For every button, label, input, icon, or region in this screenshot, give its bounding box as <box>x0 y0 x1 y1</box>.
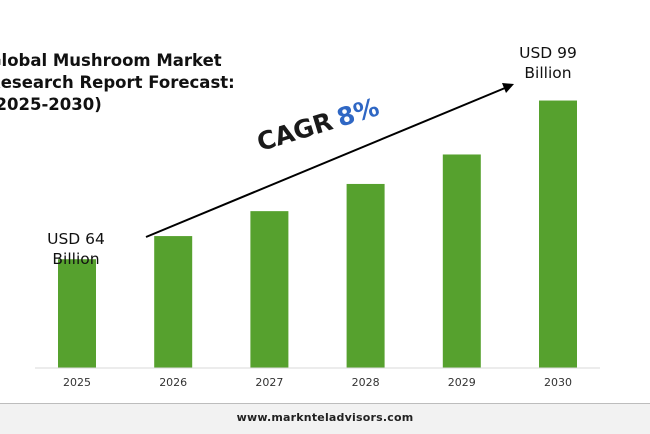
bar-2030 <box>539 100 577 369</box>
footer-website[interactable]: www.marknteladvisors.com <box>236 411 414 424</box>
bar-2029 <box>442 154 481 368</box>
footer-bar: www.marknteladvisors.com <box>0 403 650 434</box>
end-value-line-1: USD 99 <box>519 44 577 62</box>
bar-2025 <box>58 259 96 368</box>
x-tick-label-2026: 2026 <box>159 376 187 389</box>
start-value-line-2: Billion <box>52 250 100 268</box>
growth-arrow-head <box>502 83 514 93</box>
end-value-line-2: Billion <box>524 64 572 82</box>
growth-arrow <box>145 83 514 238</box>
bar-2027 <box>250 211 289 368</box>
growth-arrow-shaft <box>145 87 506 238</box>
end-value-label: USD 99 Billion <box>508 43 588 83</box>
x-tick-label-2030: 2030 <box>544 376 572 389</box>
title-line-2: Research Report Forecast: <box>0 73 235 92</box>
x-tick-label-2027: 2027 <box>255 376 283 389</box>
x-tick-label-2029: 2029 <box>448 376 476 389</box>
start-value-line-1: USD 64 <box>47 230 105 248</box>
bar-2028 <box>346 183 385 368</box>
x-tick-labels: 2025 2026 2027 2028 2029 2030 <box>63 376 572 389</box>
x-tick-label-2025: 2025 <box>63 376 91 389</box>
chart-title: Global Mushroom Market Research Report F… <box>0 50 248 116</box>
bars-group <box>58 100 577 369</box>
bar-2026 <box>154 236 193 368</box>
start-value-label: USD 64 Billion <box>36 229 116 269</box>
title-line-3: (2025-2030) <box>0 95 102 114</box>
x-tick-label-2028: 2028 <box>352 376 380 389</box>
title-line-1: Global Mushroom Market <box>0 51 222 70</box>
